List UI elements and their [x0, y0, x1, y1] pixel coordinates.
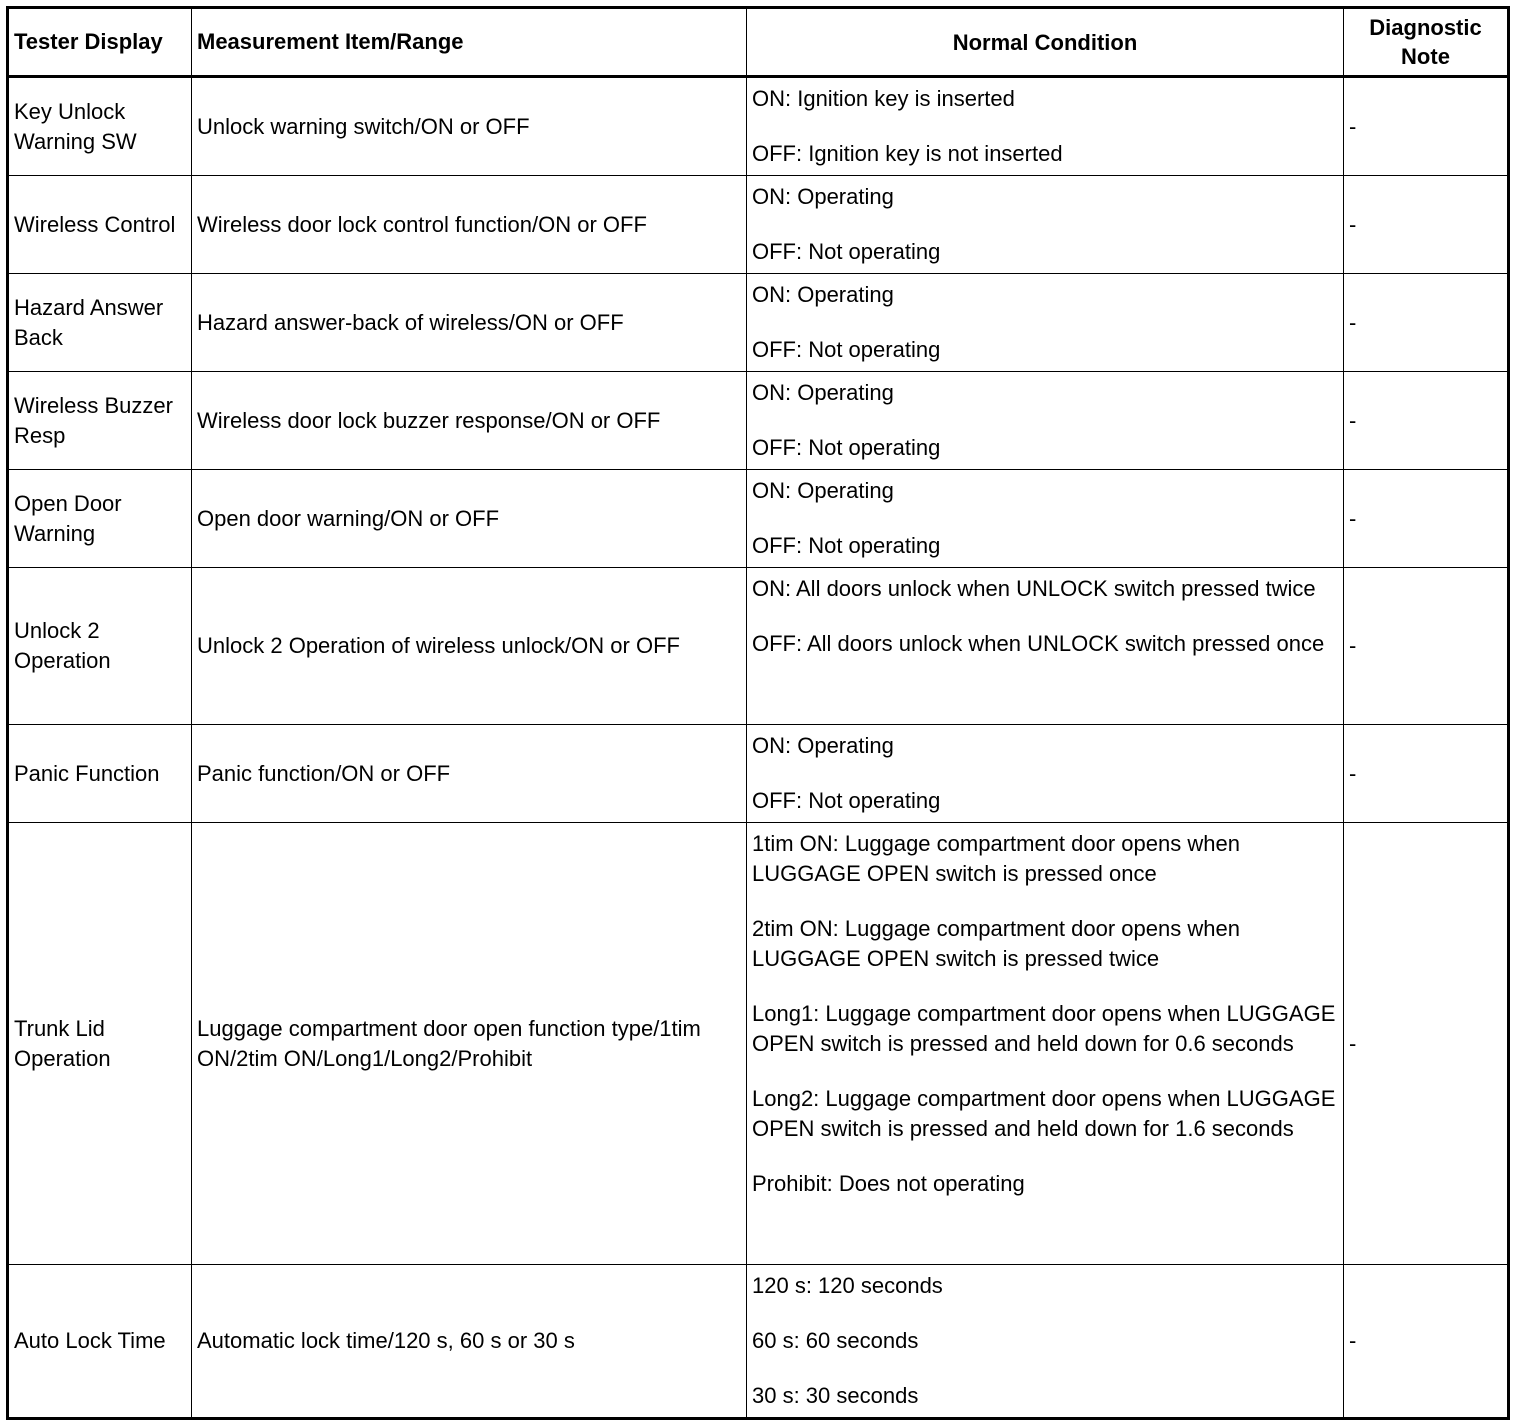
table-row: Trunk Lid Operation Luggage compartment d…	[7, 822, 1509, 1265]
normal-condition-cell: ON: Ignition key is inserted OFF: Ignitio…	[746, 76, 1344, 176]
tester-display-cell: Key Unlock Warning SW	[7, 76, 192, 176]
condition-text: 120 s: 120 seconds	[752, 1273, 943, 1298]
diagnostic-note-cell: -	[1343, 724, 1509, 823]
diagnostic-note-cell: -	[1343, 567, 1509, 725]
tester-display-cell: Open Door Warning	[7, 469, 192, 568]
diagnostic-note-cell: -	[1343, 273, 1509, 372]
diagnostic-note-cell: -	[1343, 175, 1509, 274]
condition-text: ON: Operating	[752, 380, 894, 405]
normal-condition-cell: ON: All doors unlock when UNLOCK switch …	[746, 567, 1344, 725]
normal-condition-cell: 120 s: 120 seconds 60 s: 60 seconds 30 s: …	[746, 1264, 1344, 1419]
diagnostic-note-cell: -	[1343, 469, 1509, 568]
data-list-table: Tester Display Measurement Item/Range No…	[6, 6, 1510, 1420]
tester-display-cell: Hazard Answer Back	[7, 273, 192, 372]
measurement-item-cell: Automatic lock time/120 s, 60 s or 30 s	[191, 1264, 747, 1419]
measurement-item-cell: Wireless door lock control function/ON o…	[191, 175, 747, 274]
tester-display-cell: Panic Function	[7, 724, 192, 823]
measurement-item-cell: Unlock 2 Operation of wireless unlock/ON…	[191, 567, 747, 725]
diagnostic-note-cell: -	[1343, 1264, 1509, 1419]
normal-condition-cell: ON: Operating OFF: Not operating	[746, 175, 1344, 274]
condition-text: ON: Operating	[752, 184, 894, 209]
table-row: Panic Function Panic function/ON or OFF ON…	[7, 724, 1509, 823]
normal-condition-cell: 1tim ON: Luggage compartment door opens …	[746, 822, 1344, 1265]
condition-text: 30 s: 30 seconds	[752, 1383, 919, 1408]
table-row: Key Unlock Warning SW Unlock warning swit…	[7, 76, 1509, 176]
condition-text: ON: Ignition key is inserted	[752, 86, 1015, 111]
measurement-item-cell: Wireless door lock buzzer response/ON or…	[191, 371, 747, 470]
diagnostic-note-cell: -	[1343, 822, 1509, 1265]
measurement-item-cell: Panic function/ON or OFF	[191, 724, 747, 823]
table-row: Wireless Control Wireless door lock contr…	[7, 175, 1509, 274]
normal-condition-cell: ON: Operating OFF: Not operating	[746, 724, 1344, 823]
header-normal-condition: Normal Condition	[746, 7, 1344, 78]
header-tester-display: Tester Display	[7, 7, 192, 78]
table-row: Open Door Warning Open door warning/ON or…	[7, 469, 1509, 568]
tester-display-cell: Auto Lock Time	[7, 1264, 192, 1419]
tester-display-cell: Wireless Control	[7, 175, 192, 274]
normal-condition-cell: ON: Operating OFF: Not operating	[746, 371, 1344, 470]
tester-display-cell: Trunk Lid Operation	[7, 822, 192, 1265]
table-row: Wireless Buzzer Resp Wireless door lock b…	[7, 371, 1509, 470]
header-measurement-item: Measurement Item/Range	[191, 7, 747, 78]
condition-text: OFF: Not operating	[752, 239, 941, 264]
condition-text: Long2: Luggage compartment door opens wh…	[752, 1086, 1336, 1141]
table-body: Key Unlock Warning SW Unlock warning swit…	[7, 76, 1509, 1419]
condition-text: OFF: Ignition key is not inserted	[752, 141, 1063, 166]
measurement-item-cell: Luggage compartment door open function t…	[191, 822, 747, 1265]
condition-text: Prohibit: Does not operating	[752, 1171, 1025, 1196]
condition-text: Long1: Luggage compartment door opens wh…	[752, 1001, 1336, 1056]
condition-text: 2tim ON: Luggage compartment door opens …	[752, 916, 1240, 971]
table-row: Auto Lock Time Automatic lock time/120 s,…	[7, 1264, 1509, 1419]
condition-text: OFF: Not operating	[752, 337, 941, 362]
diagnostic-note-cell: -	[1343, 76, 1509, 176]
condition-text: ON: Operating	[752, 733, 894, 758]
measurement-item-cell: Unlock warning switch/ON or OFF	[191, 76, 747, 176]
measurement-item-cell: Hazard answer-back of wireless/ON or OFF	[191, 273, 747, 372]
condition-text: ON: Operating	[752, 282, 894, 307]
condition-text: ON: All doors unlock when UNLOCK switch …	[752, 576, 1316, 601]
normal-condition-cell: ON: Operating OFF: Not operating	[746, 273, 1344, 372]
header-diagnostic-note: Diagnostic Note	[1343, 7, 1509, 78]
diagnostic-note-cell: -	[1343, 371, 1509, 470]
condition-text: OFF: All doors unlock when UNLOCK switch…	[752, 631, 1325, 656]
measurement-item-cell: Open door warning/ON or OFF	[191, 469, 747, 568]
tester-display-cell: Wireless Buzzer Resp	[7, 371, 192, 470]
condition-text: OFF: Not operating	[752, 533, 941, 558]
condition-text: 1tim ON: Luggage compartment door opens …	[752, 831, 1240, 886]
table-row: Unlock 2 Operation Unlock 2 Operation of …	[7, 567, 1509, 725]
condition-text: OFF: Not operating	[752, 788, 941, 813]
tester-display-cell: Unlock 2 Operation	[7, 567, 192, 725]
condition-text: 60 s: 60 seconds	[752, 1328, 919, 1353]
header-row: Tester Display Measurement Item/Range No…	[7, 7, 1509, 78]
condition-text: OFF: Not operating	[752, 435, 941, 460]
table-row: Hazard Answer Back Hazard answer-back of …	[7, 273, 1509, 372]
condition-text: ON: Operating	[752, 478, 894, 503]
normal-condition-cell: ON: Operating OFF: Not operating	[746, 469, 1344, 568]
